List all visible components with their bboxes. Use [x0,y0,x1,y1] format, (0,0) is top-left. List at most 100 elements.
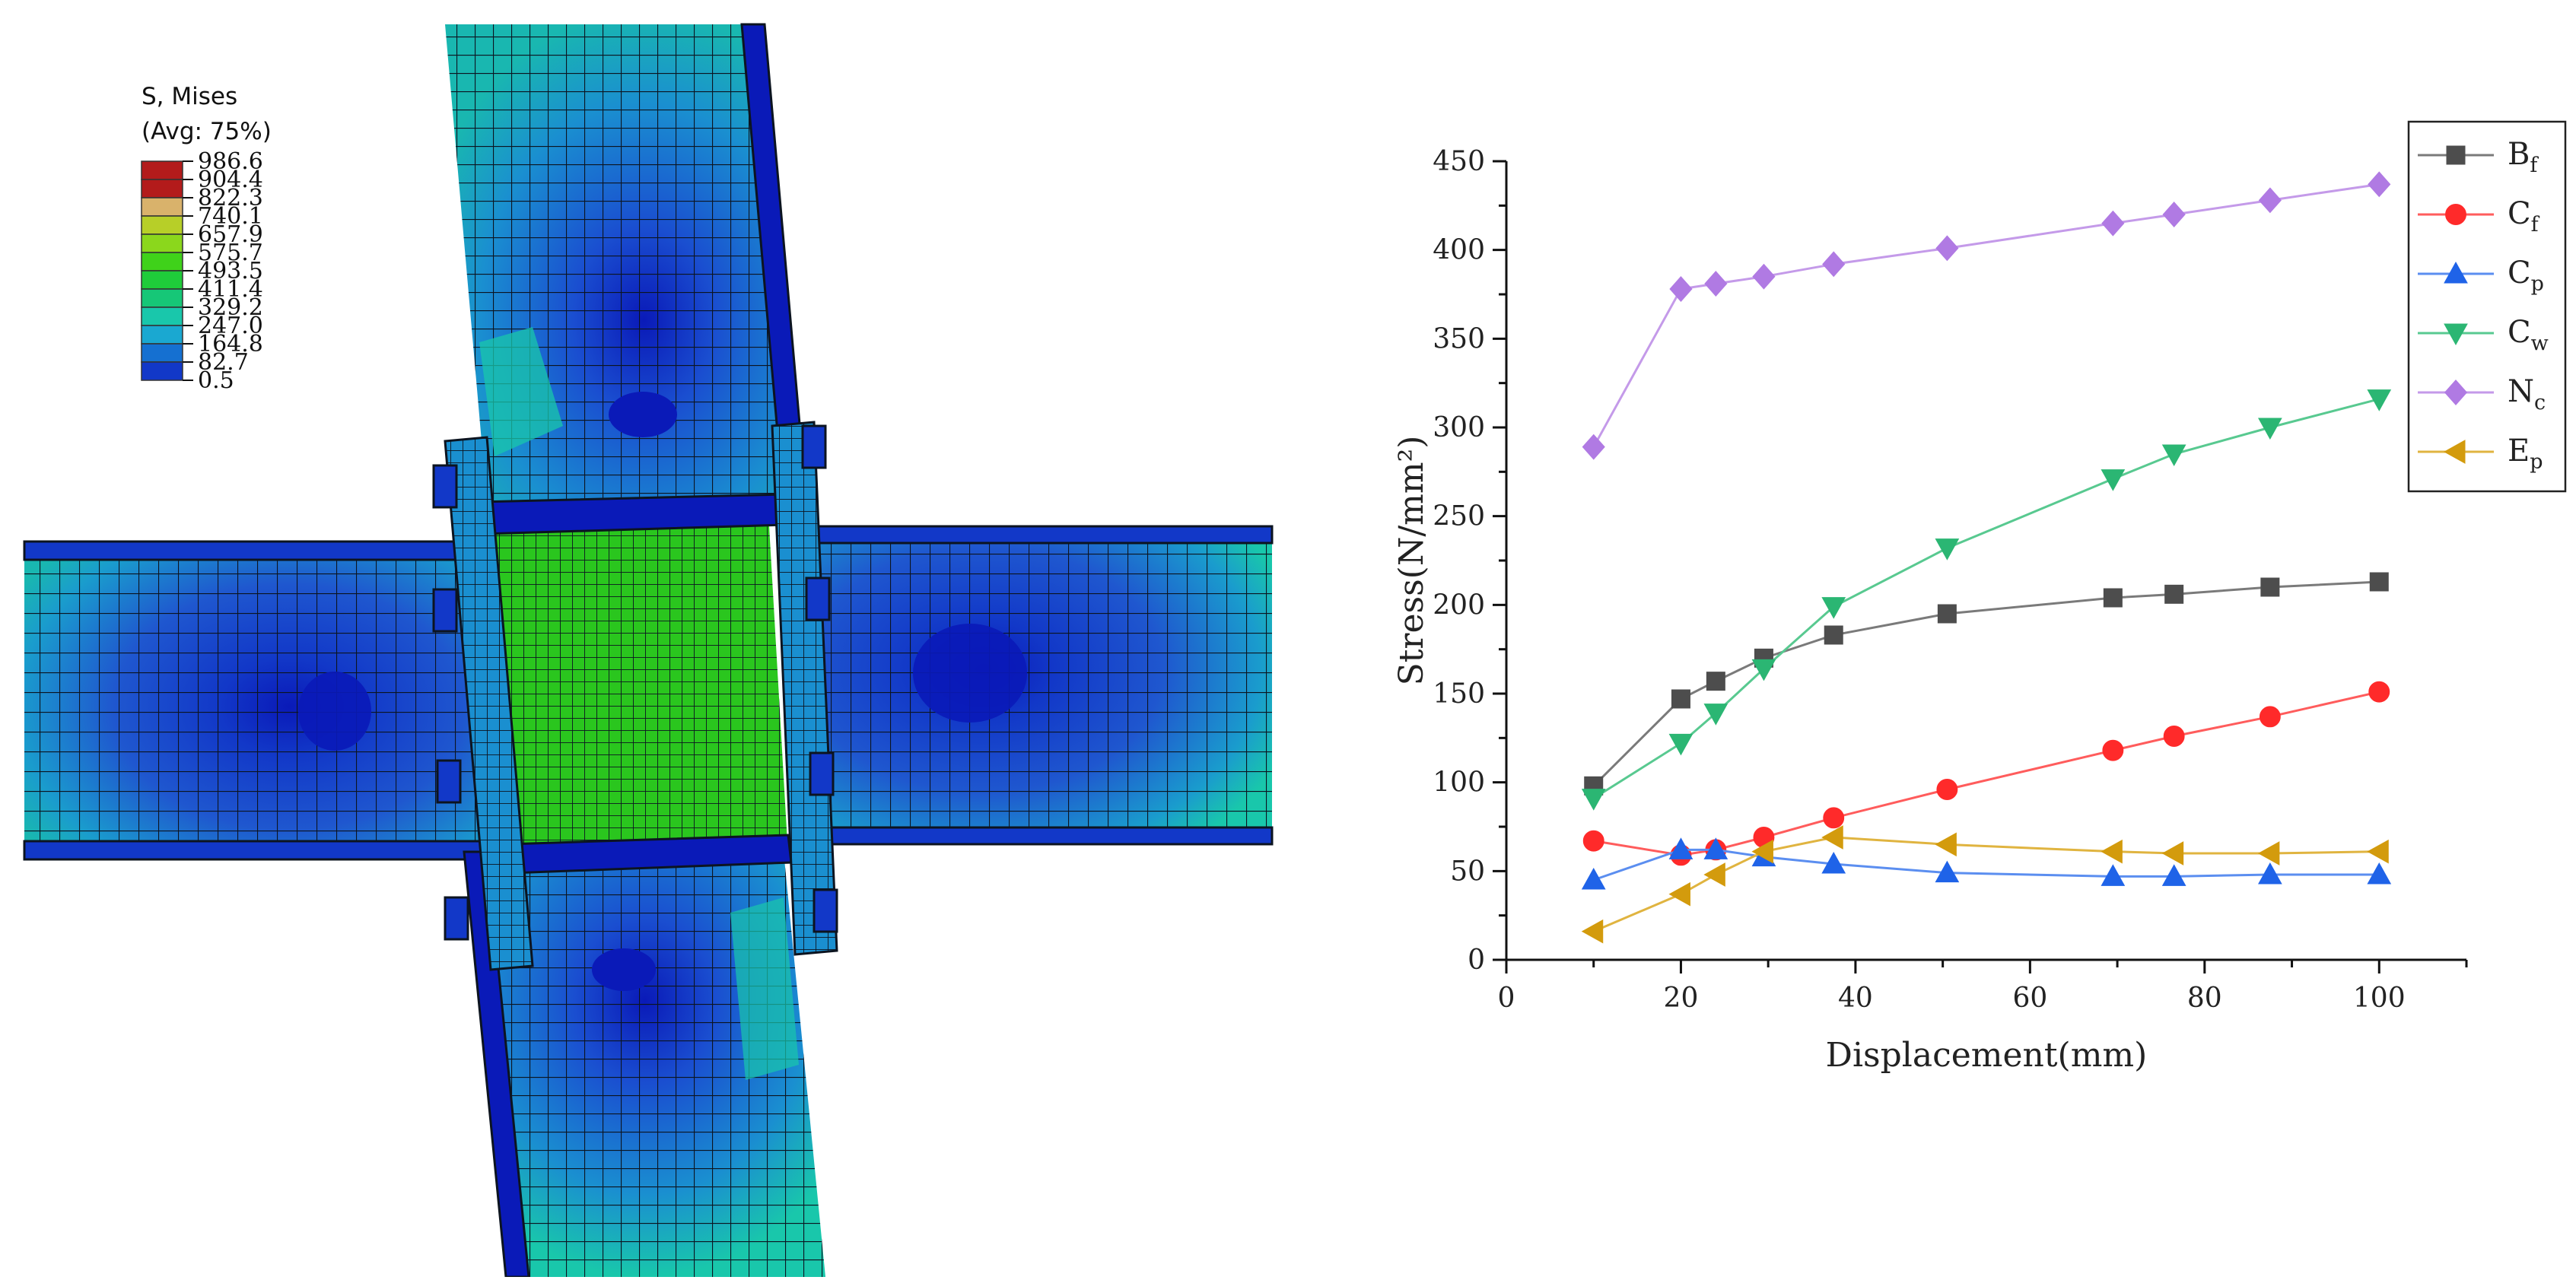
legend-subtitle-text: (Avg: 75%) [142,118,272,145]
series-line [1592,398,2380,799]
legend-swatch [141,361,183,381]
legend-label-subscript: f [2531,213,2540,237]
stress-displacement-chart: 0 20 40 60 80 100 0 50 100 150 200 250 300 350 400 450 … [1354,99,2576,1179]
legend-label: Cf [2508,196,2540,237]
data-point [1581,919,1604,944]
legend-swatch [141,179,183,199]
data-point [1937,604,1957,624]
legend-swatch [141,215,183,235]
legend-label-subscript: w [2531,332,2549,355]
series-line [1592,183,2380,448]
data-point [1703,704,1728,726]
data-point [2162,202,2186,227]
data-point [1706,672,1725,691]
y-tick-label: 100 [1433,767,1485,799]
data-point [2367,862,2392,885]
data-point [1668,733,1693,756]
legend-marker [2444,261,2468,284]
legend-label-subscript: p [2531,272,2544,296]
series-line [1592,580,2380,787]
data-point [1582,830,1604,852]
legend-swatch [141,233,183,253]
legend-label: Bf [2508,137,2539,177]
data-point [2367,839,2389,864]
fe-model-view: 986.6904.4822.3740.1657.9575.7493.5411.4… [23,23,1274,1278]
legend-marker [2444,323,2468,346]
legend-label: Cw [2508,315,2549,355]
data-point [2161,864,2186,886]
y-tick-label: 0 [1468,945,1485,976]
series-line [1593,848,2380,881]
data-point [1936,779,1958,800]
y-axis-label: Stress(N/mm²) [1392,436,1431,686]
legend-swatch [141,307,183,326]
legend-swatch [141,270,183,290]
data-point [2257,841,2280,866]
legend-value: 247.0 [198,313,263,339]
x-axis-label: Displacement(mm) [1826,1036,2148,1075]
data-point [1935,235,1959,262]
data-point [2164,584,2184,604]
data-point [1669,276,1693,302]
data-point [2259,706,2281,728]
left-beam [23,540,482,861]
legend-swatch [141,288,183,308]
data-point [2260,577,2280,597]
data-point [1821,825,1843,850]
data-point [2101,839,2123,864]
data-point [2161,841,2184,866]
legend-value: 822.3 [198,185,263,211]
data-point [2101,469,2126,491]
chart-svg: 0 20 40 60 80 100050100150200250300350400450 … [1392,120,2567,1075]
data-point [1703,837,1728,859]
data-point [2258,187,2282,214]
data-point [2102,739,2124,761]
legend-value: 0.5 [198,367,234,394]
legend-swatch [141,325,183,345]
data-point [2101,210,2125,237]
series-line [1593,691,2380,856]
data-point [1581,789,1606,811]
legend-label: Nc [2508,374,2546,414]
legend-value: 164.8 [198,331,263,357]
legend-label-main: C [2508,256,2531,291]
data-point [1581,867,1606,890]
legend-label-subscript: c [2534,391,2546,414]
data-point [1668,837,1693,859]
data-point [2368,171,2391,198]
contour-legend: 986.6904.4822.3740.1657.9575.7493.5411.4… [141,148,263,394]
right-beam [805,525,1274,846]
panel-zone [479,493,793,875]
legend-value: 575.7 [198,240,263,266]
legend-label-main: C [2508,315,2531,350]
legend-label-main: C [2508,196,2531,231]
data-point [2101,864,2126,886]
legend-value: 657.9 [198,221,263,248]
legend-box [2407,120,2567,493]
data-point [2163,726,2185,747]
legend-label: Cp [2508,256,2544,296]
data-point [1752,263,1776,290]
data-point [2258,862,2282,885]
data-point [1582,434,1605,460]
legend-value: 493.5 [198,258,263,284]
y-tick-label: 300 [1433,412,1485,443]
y-tick-label: 150 [1433,678,1485,710]
legend-label: Ep [2508,434,2543,474]
x-tick-label: 80 [2187,983,2222,1014]
y-tick-label: 50 [1450,856,1485,887]
legend-swatch [141,343,183,363]
data-point [1935,832,1957,857]
legend-value: 986.6 [198,148,263,175]
data-point [1821,597,1846,619]
legend-label-main: E [2508,434,2530,468]
legend-title-text: S, Mises [142,83,238,110]
data-point [2258,418,2282,440]
chart-axes: 0 20 40 60 80 100 0 50 100 150 200 250 300 350 400 450 [1433,146,2468,1014]
data-point [1668,881,1690,907]
legend-label-main: N [2508,374,2534,409]
data-point [1751,839,1773,864]
data-point [1822,251,1846,278]
legend-marker [2446,145,2466,165]
